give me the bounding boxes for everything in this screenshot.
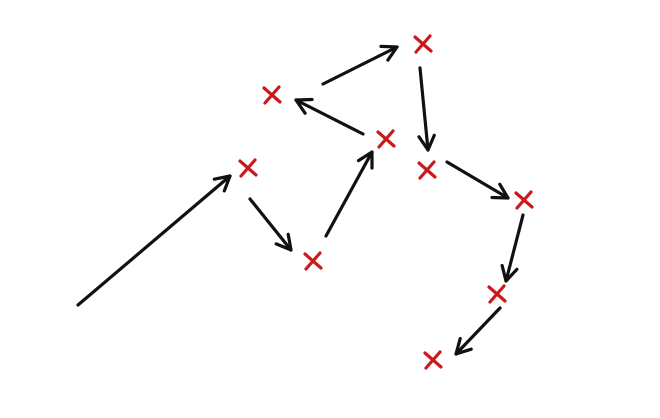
x-marker-m4 (262, 85, 282, 105)
arrow-head (454, 337, 473, 356)
x-stroke (424, 350, 442, 370)
arrow-shaft (324, 150, 374, 238)
x-marker-m2 (303, 251, 323, 271)
x-stroke (418, 160, 436, 180)
x-stroke (377, 129, 395, 149)
x-marker-m9 (423, 350, 443, 370)
arrow-head (294, 97, 314, 115)
x-stroke (304, 251, 322, 271)
arrow-head (212, 174, 232, 193)
arrow-shaft (248, 197, 293, 252)
x-stroke (263, 85, 281, 105)
x-marker-m7 (514, 190, 534, 210)
arrow-shaft (418, 66, 430, 152)
arrow-shaft (294, 98, 365, 136)
arrow-shaft (454, 306, 502, 356)
x-marker-m1 (238, 158, 258, 178)
arrow-start-to-m1 (76, 174, 232, 307)
arrow-m6-to-m7 (445, 160, 510, 200)
x-stroke (488, 284, 506, 304)
arrow-m3-to-m4 (294, 97, 365, 136)
arrow-head (417, 133, 436, 152)
x-stroke (414, 34, 432, 54)
arrow-head (500, 263, 519, 283)
arrow-shaft (504, 213, 525, 283)
markers-layer (238, 34, 534, 370)
arrow-m8-to-m9 (454, 306, 502, 356)
x-marker-m5 (413, 34, 433, 54)
arrow-head (274, 232, 293, 252)
x-marker-m6 (417, 160, 437, 180)
x-stroke (239, 158, 257, 178)
x-stroke (515, 190, 533, 210)
arrow-head (490, 182, 510, 200)
arrow-shaft (321, 45, 399, 86)
x-marker-m8 (487, 284, 507, 304)
arrow-m5-to-m6 (417, 66, 436, 152)
arrow-shaft (445, 160, 510, 200)
arrow-head (379, 44, 399, 62)
arrow-head (356, 150, 374, 170)
arrow-m2-to-m3 (324, 150, 374, 238)
arrows-layer (76, 44, 525, 356)
arrow-shaft (76, 174, 232, 307)
x-marker-m3 (376, 129, 396, 149)
arrow-m4-to-m5 (321, 44, 399, 86)
arrow-m7-to-m8 (500, 213, 525, 283)
arrow-m1-to-m2 (248, 197, 293, 252)
